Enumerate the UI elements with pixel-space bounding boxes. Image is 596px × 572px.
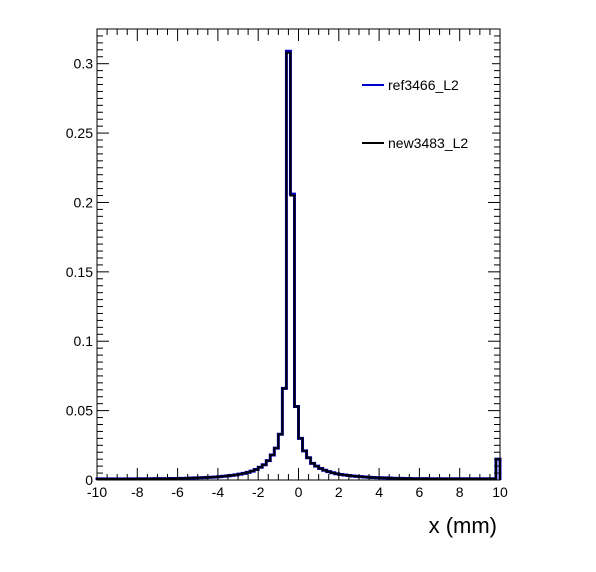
y-axis-ticks bbox=[97, 28, 500, 481]
x-tick-label: 4 bbox=[375, 484, 383, 500]
x-tick-label: -8 bbox=[131, 484, 144, 500]
y-tick-label: 0.1 bbox=[74, 333, 94, 349]
legend: ref3466_L2 new3483_L2 bbox=[357, 55, 492, 167]
x-tick-label: -4 bbox=[212, 484, 225, 500]
x-tick-label: 6 bbox=[416, 484, 424, 500]
x-axis-title: x (mm) bbox=[429, 513, 497, 538]
y-tick-label: 0.25 bbox=[66, 125, 93, 141]
legend-label-new: new3483_L2 bbox=[388, 135, 468, 151]
x-tick-label: 8 bbox=[456, 484, 464, 500]
x-tick-label: 2 bbox=[335, 484, 343, 500]
series-new-line bbox=[96, 51, 501, 480]
y-tick-label: 0 bbox=[85, 472, 93, 488]
x-axis-ticks bbox=[96, 29, 501, 480]
y-tick-label: 0.05 bbox=[66, 403, 93, 419]
x-tick-label: -10 bbox=[87, 484, 107, 500]
x-tick-label: -6 bbox=[171, 484, 184, 500]
y-axis-tick-labels: 0 0.05 0.1 0.15 0.2 0.25 0.3 bbox=[66, 56, 93, 488]
y-tick-label: 0.2 bbox=[74, 194, 94, 210]
x-tick-label: 10 bbox=[492, 484, 508, 500]
y-tick-label: 0.3 bbox=[74, 56, 94, 72]
legend-label-ref: ref3466_L2 bbox=[388, 77, 459, 93]
x-tick-label: -2 bbox=[252, 484, 265, 500]
series-layer bbox=[95, 49, 502, 481]
y-tick-label: 0.15 bbox=[66, 264, 93, 280]
legend-box bbox=[357, 55, 492, 167]
x-tick-label: 0 bbox=[295, 484, 303, 500]
x-axis-tick-labels: -10 -8 -6 -4 -2 0 2 4 6 8 10 bbox=[87, 484, 508, 500]
